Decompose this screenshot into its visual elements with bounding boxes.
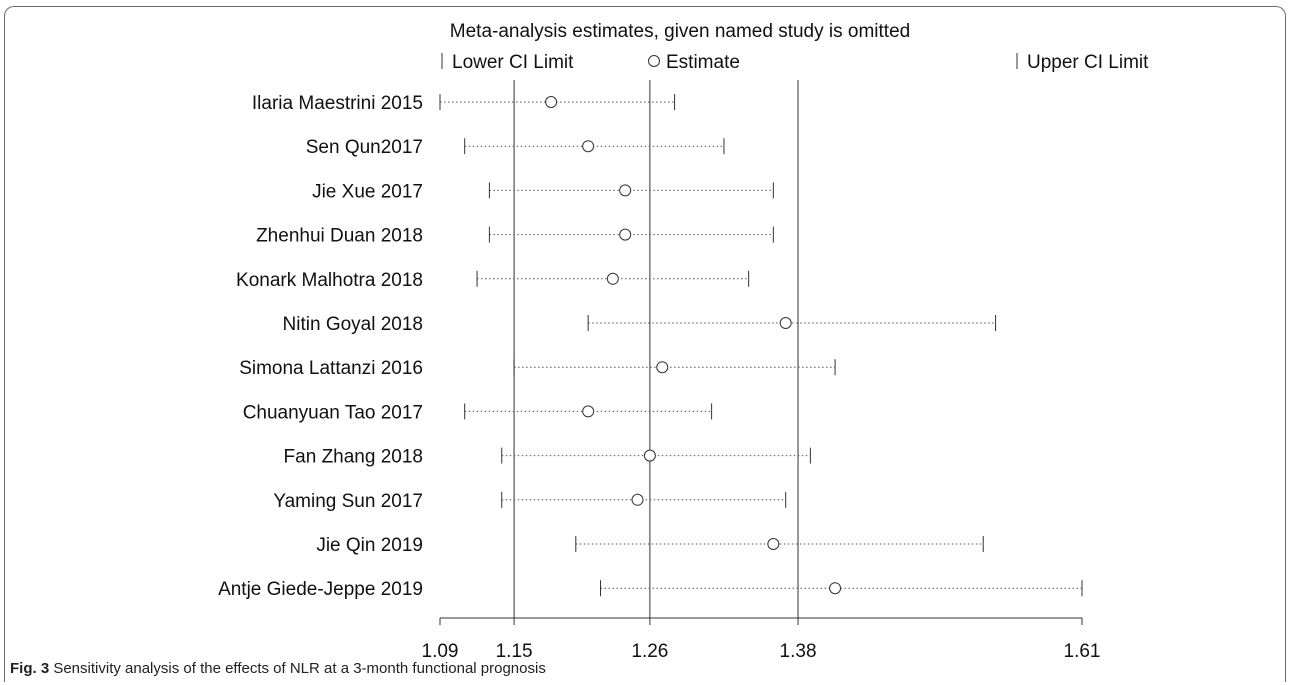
study-label: Jie Qin 2019 [316, 535, 423, 556]
x-axis-tick-label: 1.61 [1064, 641, 1101, 662]
estimate-marker [582, 140, 595, 153]
study-label: Nitin Goyal 2018 [283, 314, 423, 335]
legend-upper-label: Upper CI Limit [1027, 52, 1149, 73]
estimate-marker [619, 228, 632, 241]
caption-text: Sensitivity analysis of the effects of N… [49, 660, 546, 677]
estimate-marker [545, 96, 558, 108]
legend-estimate-label: Estimate [666, 52, 740, 73]
estimate-marker [631, 493, 644, 506]
study-label: Fan Zhang 2018 [284, 447, 423, 468]
x-axis-tick-label: 1.26 [631, 641, 668, 662]
estimate-marker [779, 317, 792, 329]
plot-area: 1.09 1.15 1.26 1.38 1.61 Ilaria Maestrini 201… [218, 80, 1100, 662]
study-label: Chuanyuan Tao 2017 [243, 402, 423, 423]
caption-label: Fig. 3 [10, 660, 50, 677]
estimate-marker [606, 272, 619, 285]
estimate-marker [643, 449, 656, 462]
study-label: Jie Xue 2017 [312, 181, 423, 202]
estimate-marker [582, 405, 595, 418]
chart-legend: Lower CI Limit Estimate Upper CI Limit [441, 52, 1149, 73]
chart-title: Meta-analysis estimates, given named stu… [450, 21, 910, 42]
estimate-marker [656, 361, 669, 374]
legend-lower-label: Lower CI Limit [452, 52, 574, 73]
study-label: Yaming Sun 2017 [273, 491, 423, 512]
x-axis-tick-label: 1.15 [496, 641, 533, 662]
study-label: Antje Giede-Jeppe 2019 [218, 579, 423, 600]
chart-title-group: Meta-analysis estimates, given named stu… [450, 21, 910, 42]
legend-estimate-marker [648, 55, 660, 67]
estimate-marker [767, 538, 780, 550]
estimate-marker [829, 582, 842, 595]
study-label: Sen Qun2017 [306, 137, 423, 158]
study-label: Simona Lattanzi 2016 [239, 358, 423, 379]
figure-caption: Fig. 3 Sensitivity analysis of the effec… [10, 660, 546, 677]
study-label: Ilaria Maestrini 2015 [252, 93, 423, 114]
estimate-marker [619, 184, 632, 197]
study-label: Konark Malhotra 2018 [236, 270, 423, 291]
figure-frame [4, 6, 1286, 682]
study-label: Zhenhui Duan 2018 [256, 226, 423, 247]
x-axis-tick-label: 1.38 [780, 641, 817, 662]
x-axis-tick-label: 1.09 [422, 641, 459, 662]
